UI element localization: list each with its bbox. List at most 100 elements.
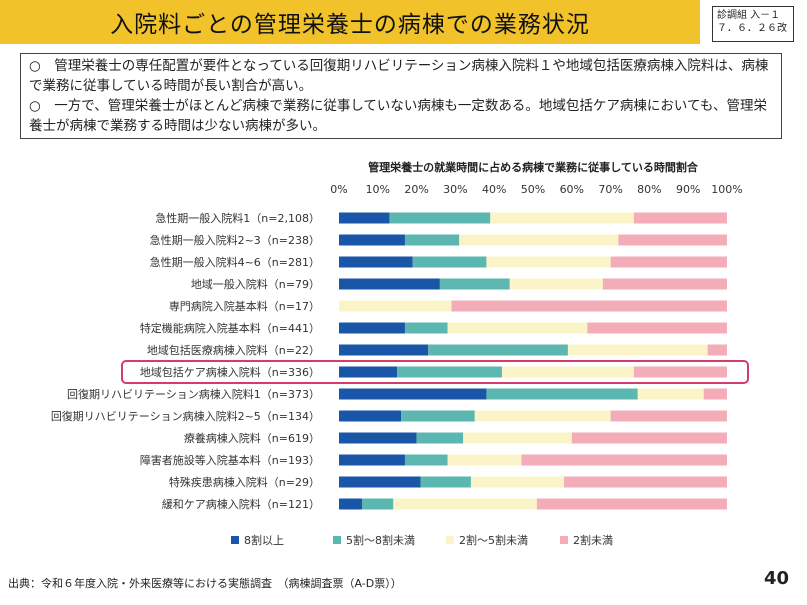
x-tick-label: 30% (443, 183, 467, 196)
bar-segment-4 (703, 388, 727, 400)
bar-segment-1 (339, 344, 429, 356)
category-label: 回復期リハビリテーション病棟入院料1（n=373） (67, 387, 320, 401)
legend-label: 2割未満 (573, 533, 613, 547)
legend-label: 2割～5割未満 (459, 533, 528, 547)
bar-segment-4 (571, 432, 727, 444)
reference-line-2: ７．６．２６改 (717, 23, 787, 34)
summary-point-2: ○ 一方で、管理栄養士がほとんど病棟で業務に従事していない病棟も一定数ある。地域… (29, 98, 767, 134)
bar-segment-2 (401, 410, 475, 422)
bar-segment-3 (459, 234, 619, 246)
bar-segment-3 (470, 476, 565, 488)
bar-segment-4 (707, 344, 727, 356)
x-tick-label: 0% (330, 183, 347, 196)
bar-segment-3 (486, 256, 611, 268)
summary-box: ○ 管理栄養士の専任配置が要件となっている回復期リハビリテーション病棟入院料１や… (20, 53, 782, 139)
bar-segment-2 (416, 432, 464, 444)
bar-segment-1 (339, 388, 487, 400)
bar-segment-3 (501, 366, 634, 378)
bar-segment-4 (610, 256, 727, 268)
bar-segment-1 (339, 454, 405, 466)
bar-segment-3 (447, 454, 522, 466)
x-tick-label: 60% (560, 183, 584, 196)
category-label: 急性期一般入院料1（n=2,108） (155, 211, 320, 225)
bar-segment-1 (339, 410, 402, 422)
bar-segment-2 (412, 256, 487, 268)
x-tick-label: 90% (676, 183, 700, 196)
page-number: 40 (763, 568, 789, 589)
bar-segment-3 (490, 212, 634, 224)
bar-segment-4 (602, 278, 727, 290)
bar-segment-1 (339, 234, 405, 246)
bar-segment-4 (618, 234, 727, 246)
category-label: 回復期リハビリテーション病棟入院料2~5（n=134） (51, 409, 320, 423)
bar-segment-3 (637, 388, 704, 400)
category-label: 専門病院入院基本料（n=17） (169, 299, 320, 313)
category-label: 療養病棟入院料（n=619） (184, 431, 320, 445)
legend-swatch (446, 536, 454, 544)
bar-segment-1 (339, 366, 398, 378)
category-label: 緩和ケア病棟入院料（n=121） (162, 497, 320, 511)
bar-segment-2 (439, 278, 510, 290)
bar-segment-4 (564, 476, 727, 488)
legend-swatch (560, 536, 568, 544)
x-tick-label: 20% (404, 183, 428, 196)
bar-segment-2 (389, 212, 491, 224)
bar-segment-3 (567, 344, 708, 356)
category-label: 急性期一般入院料2~3（n=238） (150, 233, 320, 247)
bar-segment-3 (393, 498, 537, 510)
bar-segment-2 (404, 234, 460, 246)
x-tick-label: 80% (637, 183, 661, 196)
bar-segment-4 (451, 300, 727, 312)
bar-segment-4 (633, 212, 727, 224)
category-label: 地域包括医療病棟入院料（n=22） (147, 343, 320, 357)
title-bar: 入院料ごとの管理栄養士の病棟での業務状況 (0, 0, 700, 44)
legend-label: 5割～8割未満 (346, 533, 415, 547)
summary-point-1: ○ 管理栄養士の専任配置が要件となっている回復期リハビリテーション病棟入院料１や… (29, 58, 769, 94)
bar-segment-3 (463, 432, 572, 444)
bar-segment-3 (447, 322, 588, 334)
category-label: 地域包括ケア病棟入院料（n=336） (140, 365, 320, 379)
legend-swatch (333, 536, 341, 544)
bar-segment-1 (339, 278, 440, 290)
footer-source: 出典：令和６年度入院・外来医療等における実態調査 （病棟調査票（A-D票）） (8, 577, 402, 590)
bar-segment-3 (339, 300, 452, 312)
x-tick-label: 10% (366, 183, 390, 196)
category-label: 地域一般入院料（n=79） (191, 277, 320, 291)
bar-segment-2 (420, 476, 471, 488)
bar-segment-3 (509, 278, 603, 290)
bar-segment-1 (339, 476, 421, 488)
bar-segment-4 (587, 322, 727, 334)
bar-segment-4 (521, 454, 727, 466)
highlight-frame (121, 360, 749, 384)
bar-segment-2 (486, 388, 638, 400)
x-tick-label: 100% (711, 183, 742, 196)
bar-segment-3 (474, 410, 611, 422)
bar-segment-2 (404, 454, 448, 466)
bar-segment-1 (339, 432, 417, 444)
bar-segment-1 (339, 322, 405, 334)
bar-segment-1 (339, 212, 390, 224)
legend-label: 8割以上 (244, 533, 284, 547)
bar-segment-4 (536, 498, 727, 510)
page-title: 入院料ごとの管理栄養士の病棟での業務状況 (110, 12, 590, 38)
category-label: 特定機能病院入院基本料（n=441） (140, 321, 320, 335)
reference-box: 診調組 入－１ ７．６．２６改 (712, 6, 794, 42)
bar-segment-2 (362, 498, 394, 510)
legend-swatch (231, 536, 239, 544)
bar-segment-4 (633, 366, 727, 378)
x-tick-label: 70% (598, 183, 622, 196)
x-tick-label: 40% (482, 183, 506, 196)
bar-segment-2 (428, 344, 568, 356)
reference-line-1: 診調組 入－１ (717, 10, 781, 21)
bar-segment-1 (339, 498, 363, 510)
x-tick-label: 50% (521, 183, 545, 196)
bar-segment-2 (397, 366, 502, 378)
bar-segment-2 (404, 322, 448, 334)
category-label: 特殊疾患病棟入院料（n=29） (169, 475, 320, 489)
chart-title: 管理栄養士の就業時間に占める病棟で業務に従事している時間割合 (368, 161, 698, 174)
category-label: 急性期一般入院料4~6（n=281） (150, 255, 320, 269)
bar-segment-4 (610, 410, 727, 422)
category-label: 障害者施設等入院基本料（n=193） (140, 453, 320, 467)
bar-segment-1 (339, 256, 413, 268)
